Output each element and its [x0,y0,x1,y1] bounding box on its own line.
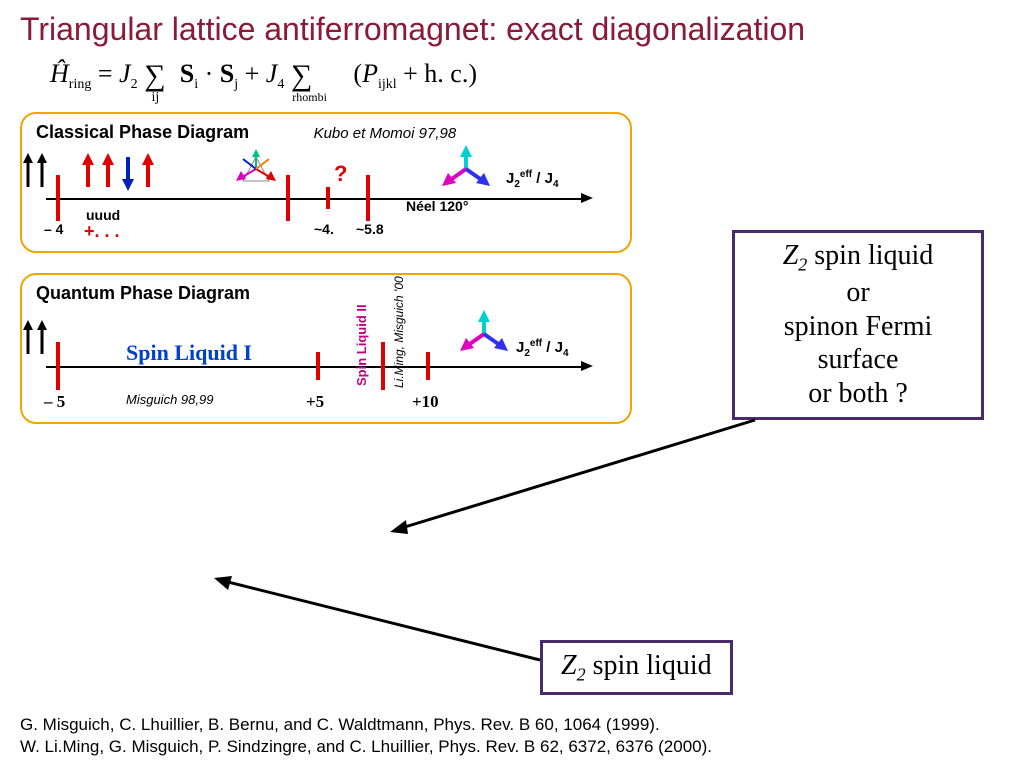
hamiltonian-equation: Ĥring = J2 ∑ij Si · Sj + J4 ∑rhombi (Pij… [50,56,1004,93]
classical-axis-ratio: J2eff / J4 [506,169,559,190]
quantum-ferro-icon [18,318,58,358]
callout1-line1: Z2 spin liquid [783,240,934,271]
classical-cite: Kubo et Momoi 97,98 [314,125,457,142]
reference-2: W. Li.Ming, G. Misguich, P. Sindzingre, … [20,736,712,758]
ferro-arrows-icon [18,151,58,191]
plus-dots-label: +. . . [84,221,120,242]
classical-tick-58: ~5.8 [356,221,384,237]
quantum-title: Quantum Phase Diagram [36,283,250,304]
callout-z2-or-fermi: Z2 spin liquid or spinon Fermi surface o… [732,230,984,420]
callout1-line5: or both ? [808,378,908,409]
callout2-line: Z2 spin liquid [561,650,712,681]
classical-title: Classical Phase Diagram [36,122,249,143]
page-title: Triangular lattice antiferromagnet: exac… [20,10,1004,48]
callout1-line2: or [846,277,869,308]
uuud-arrows-icon [78,151,168,195]
classical-axis: – 4 ~4. ~5.8 uuud +. . . [36,143,616,243]
quantum-tick-p10: +10 [412,392,439,412]
quantum-neel-icon [454,310,514,358]
spin-liquid-i-label: Spin Liquid I [126,340,252,366]
classical-tick-m4: – 4 [44,221,63,237]
quantum-tick-p5: +5 [306,392,324,412]
quantum-phase-diagram: Quantum Phase Diagram – 5 +5 +10 Spin Li… [20,273,632,424]
quantum-axis-ratio: J2eff / J4 [516,338,569,359]
star-arrows-icon [231,149,281,195]
quantum-cite: Misguich 98,99 [126,392,213,407]
callout-z2-liquid: Z2 spin liquid [540,640,733,695]
quantum-tick-m5: – 5 [44,392,65,412]
references: G. Misguich, C. Lhuillier, B. Bernu, and… [20,714,712,758]
classical-phase-diagram: Classical Phase Diagram Kubo et Momoi 97… [20,112,632,253]
neel-label: Néel 120° [406,198,468,214]
classical-tick-4: ~4. [314,221,334,237]
reference-1: G. Misguich, C. Lhuillier, B. Bernu, and… [20,714,712,736]
neel-arrows-icon [436,145,496,193]
quantum-axis: – 5 +5 +10 Spin Liquid I Misguich 98,99 … [36,304,616,414]
question-mark: ? [334,161,347,187]
spin-liquid-ii-label: Spin Liquid II [354,304,369,386]
callout1-line4: surface [818,344,899,375]
callout1-line3: spinon Fermi [784,311,933,342]
liming-cite: Li.Ming, Misguich '00 [392,276,406,388]
